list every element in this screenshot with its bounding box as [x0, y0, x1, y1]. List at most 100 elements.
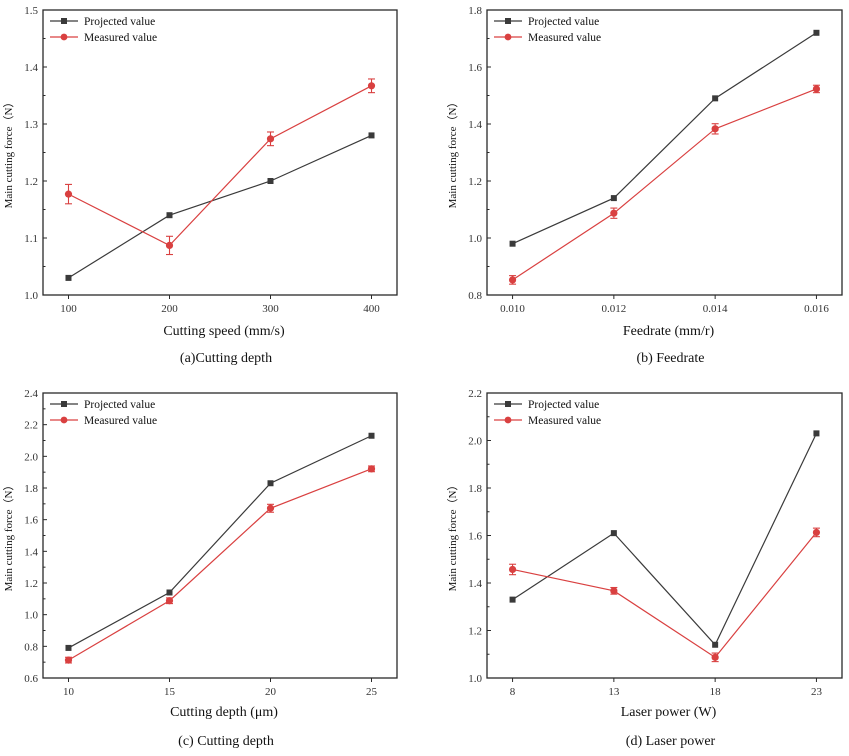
- data-point-measured: [711, 125, 719, 133]
- data-point-projected: [267, 178, 274, 184]
- y-tick-label: 1.2: [24, 176, 38, 188]
- x-tick-label: 100: [60, 303, 77, 315]
- x-tick-label: 23: [811, 686, 823, 698]
- series-line-measured: [68, 468, 372, 661]
- legend-label-measured: Measured value: [528, 415, 601, 427]
- chart-panel-c: 0.6 0.8 1.0 1.2 1.4 1.6 1.8 2.0 2.2 2.4 10 15 20 25 Cu…: [2, 388, 398, 749]
- x-tick-label: 200: [161, 303, 178, 315]
- chart-panel-b: 0.8 1.0 1.2 1.4 1.6 1.8 0.010 0.012 0.014 0.016 Fe…: [446, 5, 843, 366]
- x-axis-title: Laser power (W): [621, 705, 717, 720]
- legend-marker-projected: [505, 401, 511, 407]
- x-tick-label: 0.012: [601, 303, 626, 315]
- data-point-measured: [610, 587, 618, 595]
- x-tick-label: 20: [265, 686, 277, 698]
- plot-frame: [486, 392, 843, 679]
- y-tick-label: 1.0: [468, 233, 482, 245]
- y-tick-label: 1.5: [24, 5, 38, 17]
- legend: Projected value Measured value: [50, 399, 157, 427]
- data-point-measured: [266, 504, 275, 512]
- legend-label-measured: Measured value: [84, 415, 157, 427]
- x-axis-title: Cutting depth (μm): [170, 705, 278, 720]
- series-line-projected: [512, 32, 817, 245]
- y-tick-label: 2.0: [468, 436, 482, 448]
- panel-caption: (b) Feedrate: [636, 351, 704, 366]
- data-point-projected: [610, 195, 617, 202]
- legend-label-measured: Measured value: [528, 32, 601, 44]
- y-tick-label: 1.0: [468, 673, 482, 685]
- y-tick-label: 1.4: [468, 578, 482, 590]
- legend-marker-projected: [61, 18, 67, 24]
- legend-label-projected: Projected value: [528, 16, 599, 28]
- legend: Projected value Measured value: [494, 16, 601, 44]
- data-point-projected: [712, 641, 719, 648]
- data-point-projected: [509, 240, 516, 247]
- plot-frame: [486, 9, 843, 296]
- series-line-measured: [512, 88, 817, 281]
- panel-caption: (a)Cutting depth: [180, 351, 272, 366]
- chart-panel-d: 1.0 1.2 1.4 1.6 1.8 2.0 2.2 8 13 18 23 Laser power …: [446, 388, 843, 749]
- data-point-projected: [813, 29, 820, 36]
- data-point-measured: [165, 241, 174, 250]
- y-tick-label: 1.6: [468, 62, 482, 74]
- data-point-measured: [812, 528, 821, 537]
- series-line-projected: [512, 433, 817, 646]
- data-point-projected: [166, 212, 173, 219]
- data-point-measured: [165, 597, 174, 605]
- data-point-projected: [166, 589, 173, 596]
- data-point-projected: [610, 530, 617, 537]
- data-point-measured: [367, 82, 376, 90]
- data-point-measured: [610, 209, 618, 217]
- y-tick-label: 1.2: [24, 578, 38, 590]
- data-point-projected: [267, 480, 274, 487]
- data-point-projected: [65, 274, 72, 281]
- y-tick-label: 1.4: [24, 546, 38, 558]
- y-tick-label: 1.2: [468, 626, 482, 638]
- x-tick-label: 15: [164, 686, 176, 698]
- x-axis-title: Cutting speed (mm/s): [163, 324, 285, 339]
- y-tick-label: 1.8: [468, 483, 482, 495]
- y-tick-label: 1.6: [24, 515, 38, 527]
- legend-marker-measured: [60, 33, 68, 41]
- y-axis-title: Main cutting force（N）: [446, 480, 459, 592]
- x-tick-label: 8: [510, 686, 516, 698]
- plot-frame: [42, 9, 398, 296]
- y-tick-label: 2.4: [24, 388, 38, 400]
- y-axis-title: Main cutting force（N）: [2, 97, 15, 209]
- data-point-measured: [508, 565, 517, 574]
- legend-label-projected: Projected value: [528, 399, 599, 411]
- data-point-projected: [712, 95, 719, 102]
- y-tick-label: 1.0: [24, 610, 38, 622]
- x-tick-label: 13: [608, 686, 620, 698]
- chart-panel-a: 1.0 1.1 1.2 1.3 1.4 1.5 100 200 300 400 Cutting sp…: [2, 5, 398, 366]
- y-tick-label: 1.8: [468, 5, 482, 17]
- series-line-measured: [512, 532, 817, 659]
- y-tick-label: 1.4: [24, 62, 38, 74]
- data-point-projected: [368, 432, 375, 439]
- legend-label-measured: Measured value: [84, 32, 157, 44]
- y-tick-label: 1.3: [24, 119, 38, 131]
- y-tick-label: 2.0: [24, 451, 38, 463]
- y-tick-label: 2.2: [468, 388, 482, 400]
- legend-label-projected: Projected value: [84, 399, 155, 411]
- data-point-measured: [64, 656, 73, 664]
- panel-caption: (d) Laser power: [626, 734, 716, 749]
- legend-marker-measured: [504, 33, 512, 41]
- series-line-projected: [68, 435, 372, 649]
- y-axis-title: Main cutting force（N）: [446, 97, 459, 209]
- data-point-measured: [711, 653, 719, 661]
- legend-marker-projected: [505, 18, 511, 24]
- data-point-measured: [508, 276, 517, 284]
- y-axis-title: Main cutting force（N）: [2, 480, 15, 592]
- y-tick-label: 2.2: [24, 420, 38, 432]
- y-tick-label: 0.8: [468, 290, 482, 302]
- x-tick-label: 0.014: [703, 303, 728, 315]
- y-tick-label: 1.0: [24, 290, 38, 302]
- x-tick-label: 400: [363, 303, 380, 315]
- y-tick-label: 1.4: [468, 119, 482, 131]
- y-tick-label: 1.8: [24, 483, 38, 495]
- y-tick-label: 1.1: [24, 233, 38, 245]
- data-point-measured: [367, 465, 376, 473]
- legend-marker-projected: [61, 401, 67, 407]
- legend: Projected value Measured value: [494, 399, 601, 427]
